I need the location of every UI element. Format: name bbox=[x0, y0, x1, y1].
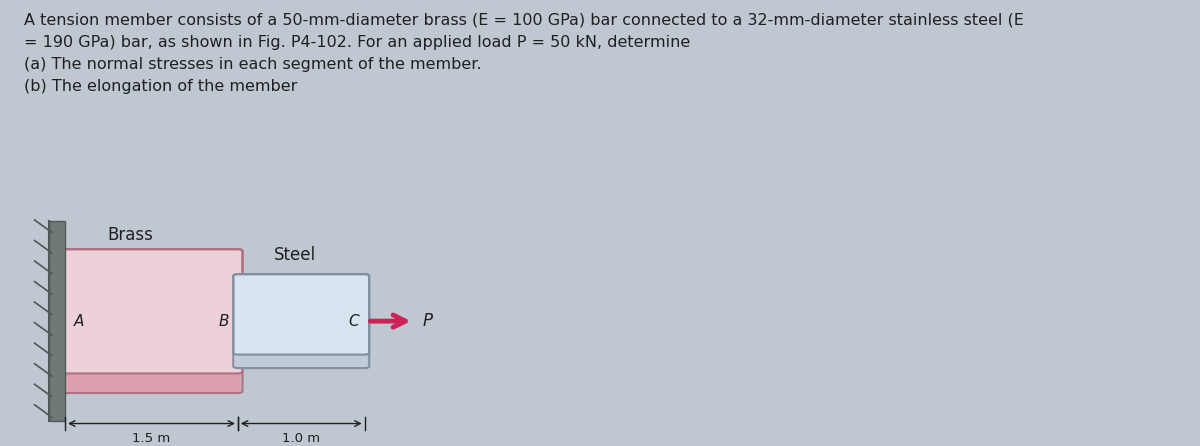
Text: 1.5 m: 1.5 m bbox=[132, 432, 170, 445]
Text: A: A bbox=[73, 314, 84, 329]
Text: Steel: Steel bbox=[274, 246, 316, 264]
FancyBboxPatch shape bbox=[62, 351, 241, 392]
FancyBboxPatch shape bbox=[235, 338, 367, 368]
FancyBboxPatch shape bbox=[233, 274, 370, 355]
Bar bbox=[49, 221, 65, 421]
FancyBboxPatch shape bbox=[60, 249, 242, 373]
Text: Brass: Brass bbox=[108, 226, 154, 244]
Text: A tension member consists of a 50-mm-diameter brass (E = 100 GPa) bar connected : A tension member consists of a 50-mm-dia… bbox=[24, 13, 1024, 95]
Text: 1.0 m: 1.0 m bbox=[282, 432, 320, 445]
Text: P: P bbox=[422, 312, 432, 330]
Text: B: B bbox=[218, 314, 229, 329]
Text: C: C bbox=[348, 314, 359, 329]
